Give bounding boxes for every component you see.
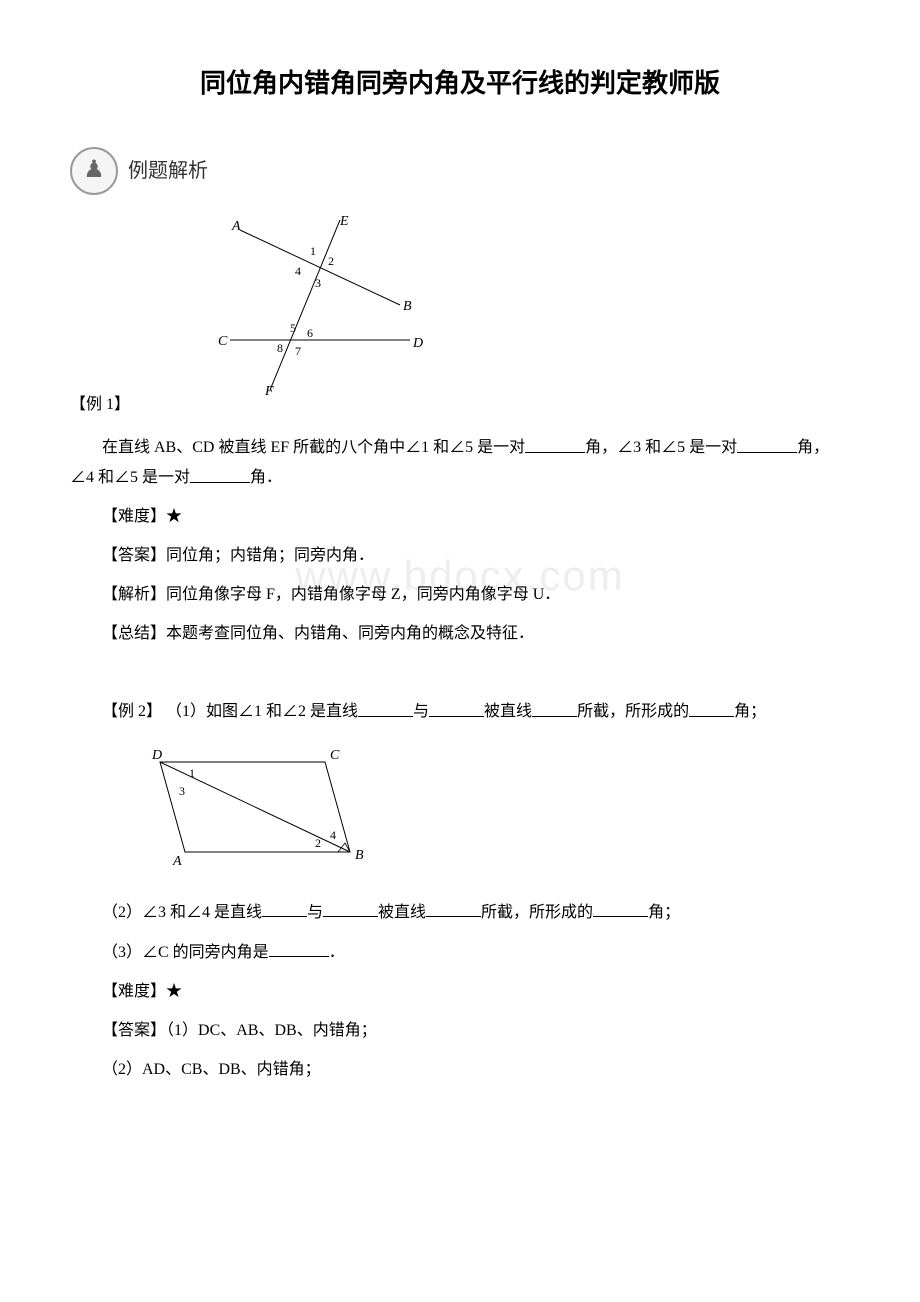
fig2-label-B: B — [355, 848, 364, 863]
explain-label: 【解析】 — [102, 586, 166, 603]
q-text: 被直线 — [484, 704, 532, 721]
summary-label: 【总结】 — [102, 625, 166, 642]
difficulty-line-2: 【难度】★ — [70, 978, 850, 1007]
fig1-label-B: B — [403, 299, 412, 314]
fig2-label-A: A — [172, 854, 182, 867]
q-text: 角； — [648, 904, 680, 921]
explain-text: 同位角像字母 F，内错角像字母 Z，同旁内角像字母 U． — [166, 586, 560, 603]
fig1-angle-8: 8 — [277, 341, 283, 355]
blank — [190, 463, 250, 482]
fig1-label-A: A — [231, 219, 241, 234]
example-1-tag: 【例 1】 — [70, 391, 850, 420]
answer-line-2: 【答案】（1）DC、AB、DB、内错角； — [70, 1017, 850, 1046]
example-2-q1: 【例 2】 （1）如图∠1 和∠2 是直线 与 被直线 所截，所形成的 角； — [70, 697, 850, 727]
fig1-angle-5: 5 — [290, 321, 296, 335]
answer-text: （1）DC、AB、DB、内错角； — [166, 1022, 377, 1039]
blank — [689, 697, 734, 716]
example-1-question: 在直线 AB、CD 被直线 EF 所截的八个角中∠1 和∠5 是一对 角，∠3 和… — [70, 433, 850, 493]
section-header-text: 例题解析 — [128, 153, 208, 189]
q-text: ． — [329, 944, 345, 961]
q-text: 与 — [413, 704, 429, 721]
fig1-angle-6: 6 — [307, 326, 313, 340]
q-text: 所截，所形成的 — [577, 704, 689, 721]
fig2-angle-2: 2 — [315, 836, 321, 850]
answer-label: 【答案】 — [102, 547, 166, 564]
fig1-label-C: C — [218, 334, 228, 349]
fig2-label-D: D — [151, 748, 162, 763]
figure-2: D C A B 1 3 2 4 — [150, 737, 850, 878]
explain-line: 【解析】同位角像字母 F，内错角像字母 Z，同旁内角像字母 U． — [70, 581, 850, 610]
q-text: （3）∠C 的同旁内角是 — [102, 944, 269, 961]
example-2-q2: （2）∠3 和∠4 是直线 与 被直线 所截，所形成的 角； — [70, 898, 850, 928]
fig1-angle-3: 3 — [315, 276, 321, 290]
fig1-label-E: E — [339, 214, 349, 229]
answer-line: 【答案】同位角；内错角；同旁内角． — [70, 542, 850, 571]
figure-1: A E B C D F 1 2 3 4 5 6 7 8 — [210, 210, 850, 411]
q-text: 与 — [307, 904, 323, 921]
example-2-tag: 【例 2】 — [102, 704, 162, 721]
fig2-angle-4: 4 — [330, 828, 336, 842]
blank — [262, 898, 307, 917]
blank — [532, 697, 577, 716]
blank — [737, 433, 797, 452]
blank — [593, 898, 648, 917]
fig2-label-C: C — [330, 748, 340, 763]
blank — [429, 697, 484, 716]
summary-line: 【总结】本题考查同位角、内错角、同旁内角的概念及特征． — [70, 620, 850, 649]
q-text: 角，∠3 和∠5 是一对 — [585, 440, 737, 457]
q-text: （2）∠3 和∠4 是直线 — [102, 904, 262, 921]
chess-icon: ♟ — [83, 149, 105, 192]
summary-text: 本题考查同位角、内错角、同旁内角的概念及特征． — [166, 625, 534, 642]
fig1-angle-4: 4 — [295, 264, 301, 278]
q-text: （1）如图∠1 和∠2 是直线 — [166, 704, 358, 721]
example-2-q3: （3）∠C 的同旁内角是 ． — [70, 938, 850, 968]
fig2-angle-1: 1 — [189, 766, 195, 780]
badge-circle: ♟ — [70, 147, 118, 195]
q-text: 所截，所形成的 — [481, 904, 593, 921]
fig2-angle-3: 3 — [179, 784, 185, 798]
difficulty-line: 【难度】★ — [70, 503, 850, 532]
blank — [269, 938, 329, 957]
blank — [323, 898, 378, 917]
q-text: 角； — [734, 704, 766, 721]
q-text: 角． — [250, 470, 282, 487]
answer-text: 同位角；内错角；同旁内角． — [166, 547, 374, 564]
blank — [426, 898, 481, 917]
fig1-angle-7: 7 — [295, 344, 301, 358]
page-title: 同位角内错角同旁内角及平行线的判定教师版 — [70, 60, 850, 107]
q-text: 被直线 — [378, 904, 426, 921]
fig1-angle-1: 1 — [310, 244, 316, 258]
answer-label: 【答案】 — [102, 1022, 166, 1039]
fig1-label-F: F — [264, 384, 274, 399]
q-text: 在直线 AB、CD 被直线 EF 所截的八个角中∠1 和∠5 是一对 — [102, 440, 525, 457]
answer-line-2b: （2）AD、CB、DB、内错角； — [70, 1056, 850, 1085]
section-badge: ♟ 例题解析 — [70, 147, 850, 195]
fig1-angle-2: 2 — [328, 254, 334, 268]
blank — [525, 433, 585, 452]
blank — [358, 697, 413, 716]
fig1-label-D: D — [412, 336, 423, 351]
